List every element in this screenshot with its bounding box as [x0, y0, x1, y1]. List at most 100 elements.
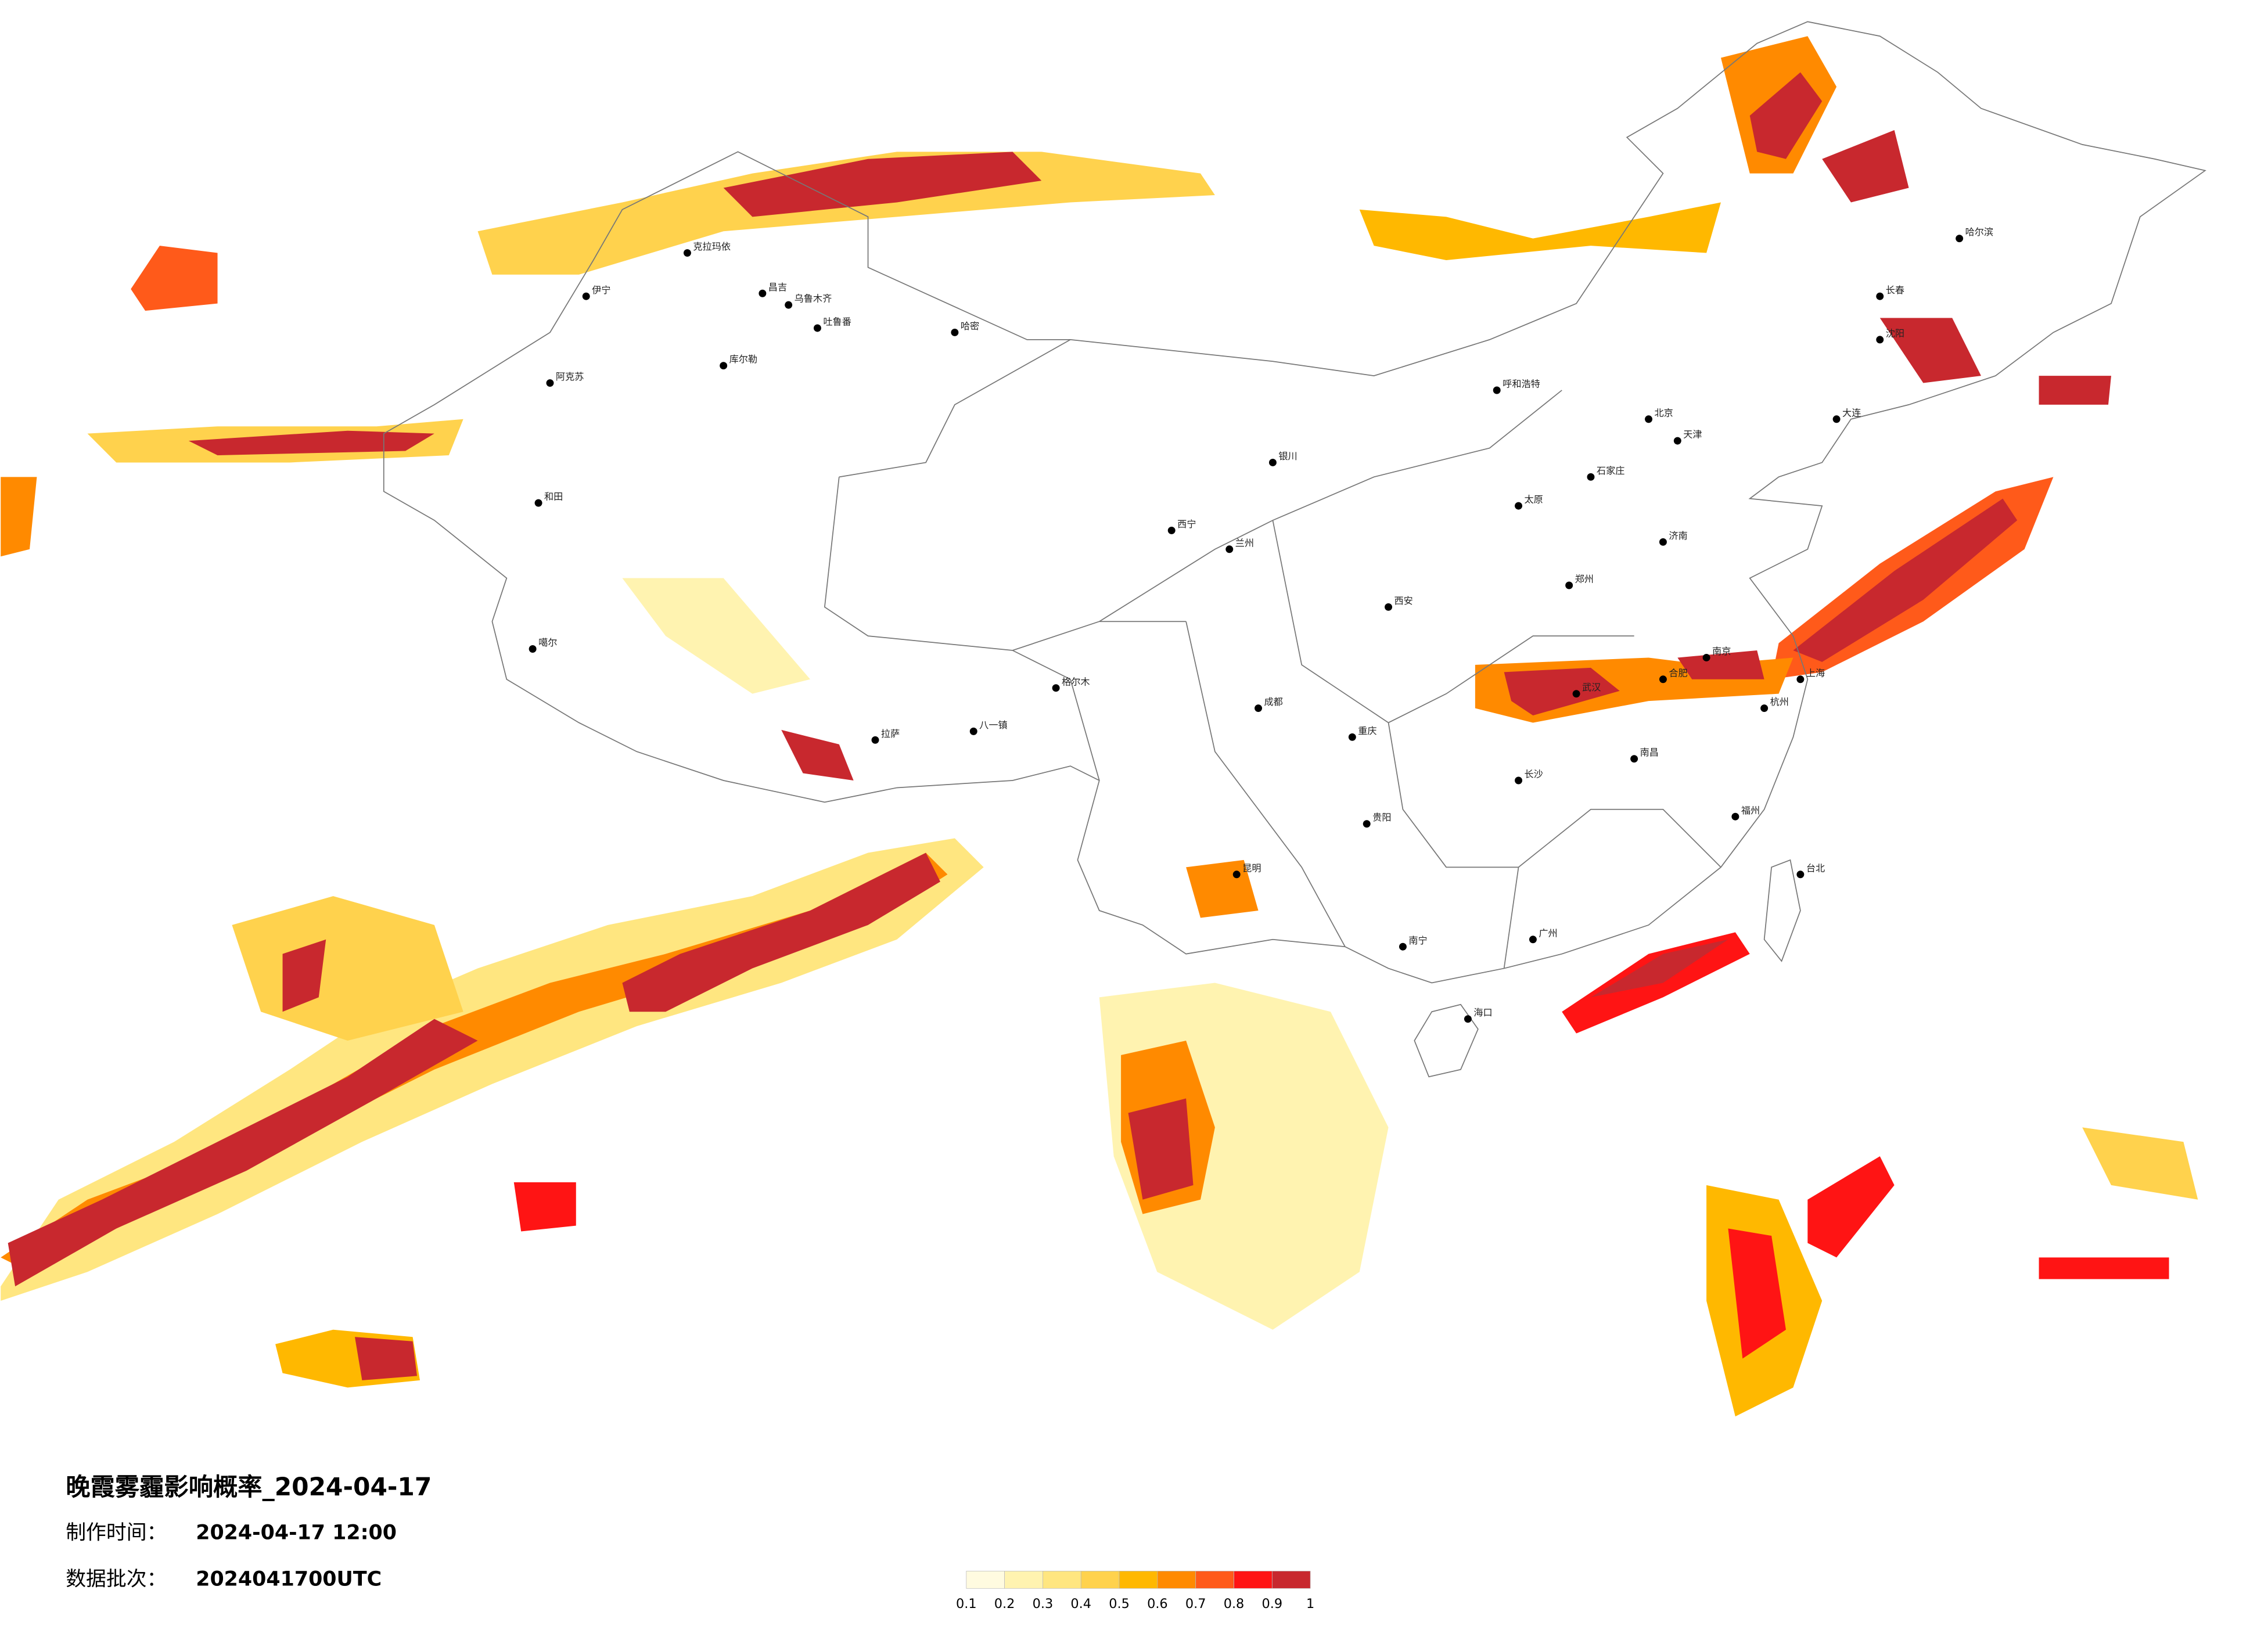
city-dot [969, 727, 977, 735]
city-dot [1876, 336, 1884, 344]
city-dot [1515, 502, 1523, 510]
city-label: 大连 [1842, 407, 1861, 418]
city-dot [1385, 603, 1393, 611]
colorbar-tick-label: 0.7 [1185, 1596, 1206, 1611]
city-label: 贵阳 [1372, 812, 1391, 823]
colorbar-cell [1004, 1571, 1043, 1589]
city-dot [1515, 776, 1523, 785]
city-label: 和田 [544, 491, 563, 502]
city-label: 杭州 [1770, 696, 1789, 707]
city-dot [1876, 292, 1884, 300]
city-dot [1348, 733, 1356, 741]
colorbar-tick-label: 0.3 [1033, 1596, 1054, 1611]
city-dot [785, 301, 793, 309]
colorbar-tick-label: 0.6 [1147, 1596, 1168, 1611]
city-dot [1052, 684, 1060, 692]
city-dot [1529, 936, 1537, 944]
city-label: 台北 [1806, 862, 1825, 873]
data-batch-label: 数据批次： [66, 1567, 167, 1591]
city-dot [1659, 675, 1667, 684]
city-dot [1645, 415, 1653, 423]
city-label: 西宁 [1177, 519, 1196, 530]
city-label: 广州 [1539, 927, 1557, 938]
city-dot [871, 736, 879, 744]
city-label: 哈尔滨 [1965, 226, 1993, 238]
city-label: 克拉玛依 [693, 241, 731, 252]
city-dot [1760, 704, 1769, 713]
city-label: 长沙 [1525, 769, 1543, 780]
colorbar-cell [1043, 1571, 1081, 1589]
city-dot [1731, 812, 1739, 821]
city-dot [1225, 545, 1234, 553]
city-dot [1832, 415, 1841, 423]
city-label: 噶尔 [538, 637, 557, 648]
city-dot [534, 499, 542, 507]
city-dot [1956, 235, 1964, 243]
city-dot [1796, 870, 1805, 879]
city-label: 阿克苏 [556, 371, 584, 382]
city-dot [683, 249, 691, 257]
city-dot [1572, 690, 1580, 698]
city-label: 郑州 [1575, 574, 1594, 585]
city-dot [529, 645, 537, 653]
city-dot [1399, 942, 1407, 951]
city-label: 银川 [1278, 451, 1297, 462]
city-label: 南京 [1712, 646, 1731, 657]
city-label: 昆明 [1242, 862, 1261, 873]
city-label: 武汉 [1582, 682, 1601, 693]
city-label: 长春 [1886, 285, 1904, 296]
haze-field [1, 36, 2198, 1417]
colorbar-cell [1119, 1571, 1158, 1589]
city-label: 成都 [1264, 696, 1283, 707]
city-label: 重庆 [1358, 725, 1376, 736]
city-dot [1493, 386, 1501, 394]
title: 晚霞雾霾影响概率_2024-04-17 [66, 1473, 432, 1501]
production-time-value: 2024-04-17 12:00 [196, 1521, 397, 1545]
city-label: 合肥 [1669, 667, 1687, 678]
city-dot [1464, 1015, 1472, 1023]
colorbar-tick-label: 0.8 [1224, 1596, 1245, 1611]
colorbar-tick-label: 0.4 [1070, 1596, 1091, 1611]
colorbar-cell [966, 1571, 1005, 1589]
city-label: 石家庄 [1597, 465, 1624, 476]
city-label: 南宁 [1408, 935, 1427, 946]
city-label: 兰州 [1235, 537, 1254, 548]
city-label: 太原 [1525, 494, 1543, 505]
city-dot [1630, 755, 1638, 763]
city-dot [1232, 870, 1241, 879]
city-dot [1255, 704, 1263, 713]
colorbar-tick-label: 0.5 [1109, 1596, 1130, 1611]
city-dot [813, 324, 821, 332]
production-time-label: 制作时间： [66, 1521, 167, 1545]
city-dot [582, 292, 590, 300]
city-dot [951, 328, 959, 336]
colorbar-cell [1195, 1571, 1234, 1589]
city-label: 呼和浩特 [1503, 379, 1540, 390]
data-batch-value: 2024041700UTC [196, 1567, 382, 1591]
city-label: 北京 [1655, 407, 1673, 418]
city-dot [1167, 526, 1176, 534]
colorbar-tick-label: 0.2 [994, 1596, 1015, 1611]
city-dot [546, 379, 554, 387]
city-label: 沈阳 [1886, 328, 1904, 339]
city-dot [1659, 538, 1667, 546]
city-label: 天津 [1683, 429, 1702, 440]
city-label: 海口 [1473, 1007, 1492, 1018]
colorbar-tick-label: 1 [1306, 1596, 1314, 1611]
city-label: 西安 [1394, 595, 1413, 606]
colorbar-cell [1080, 1571, 1120, 1589]
colorbar-cell [1157, 1571, 1196, 1589]
city-label: 库尔勒 [729, 354, 757, 365]
colorbar-cell [1271, 1571, 1311, 1589]
city-label: 八一镇 [979, 720, 1007, 731]
city-label: 哈密 [961, 321, 979, 332]
city-dot [1587, 473, 1595, 481]
colorbar-tick-label: 0.9 [1262, 1596, 1283, 1611]
city-dot [720, 362, 728, 370]
colorbar-cell [1234, 1571, 1273, 1589]
city-dot [1363, 820, 1371, 828]
city-dot [1673, 437, 1681, 445]
city-dot [1796, 675, 1805, 684]
